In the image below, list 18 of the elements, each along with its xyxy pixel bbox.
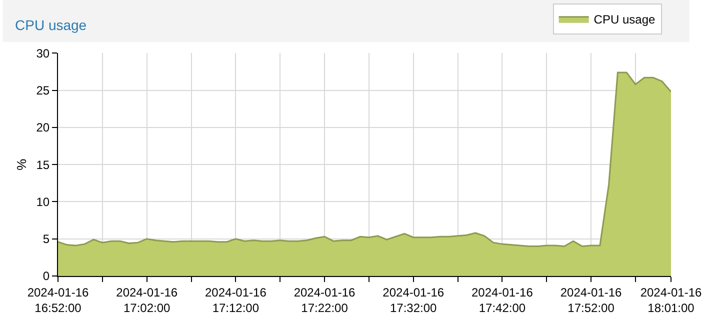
y-tick-label: 30 <box>36 46 50 60</box>
y-tick-label: 25 <box>36 83 50 98</box>
x-tick-label: 2024-01-16 17:02:00 <box>116 285 178 315</box>
x-tick-label: 2024-01-16 17:12:00 <box>204 285 267 315</box>
x-tick-label: 2024-01-16 17:52:00 <box>560 285 622 315</box>
chart-title: CPU usage <box>15 17 87 33</box>
y-tick-label: 20 <box>36 120 50 135</box>
y-tick-label: 10 <box>36 194 50 209</box>
x-tick-label: 2024-01-16 17:32:00 <box>382 285 444 315</box>
y-tick-label: 15 <box>36 158 50 172</box>
legend-label: CPU usage <box>594 12 656 27</box>
x-tick-label: 2024-01-16 17:42:00 <box>472 285 534 315</box>
x-tick-label: 2024-01-16 18:01:00 <box>640 285 702 315</box>
x-tick-label: 2024-01-16 17:22:00 <box>294 285 356 315</box>
y-tick-label: 0 <box>42 269 50 284</box>
y-tick-label: 5 <box>42 232 50 246</box>
x-tick-label: 2024-01-16 16:52:00 <box>27 285 90 315</box>
y-axis-title: % <box>14 158 30 170</box>
